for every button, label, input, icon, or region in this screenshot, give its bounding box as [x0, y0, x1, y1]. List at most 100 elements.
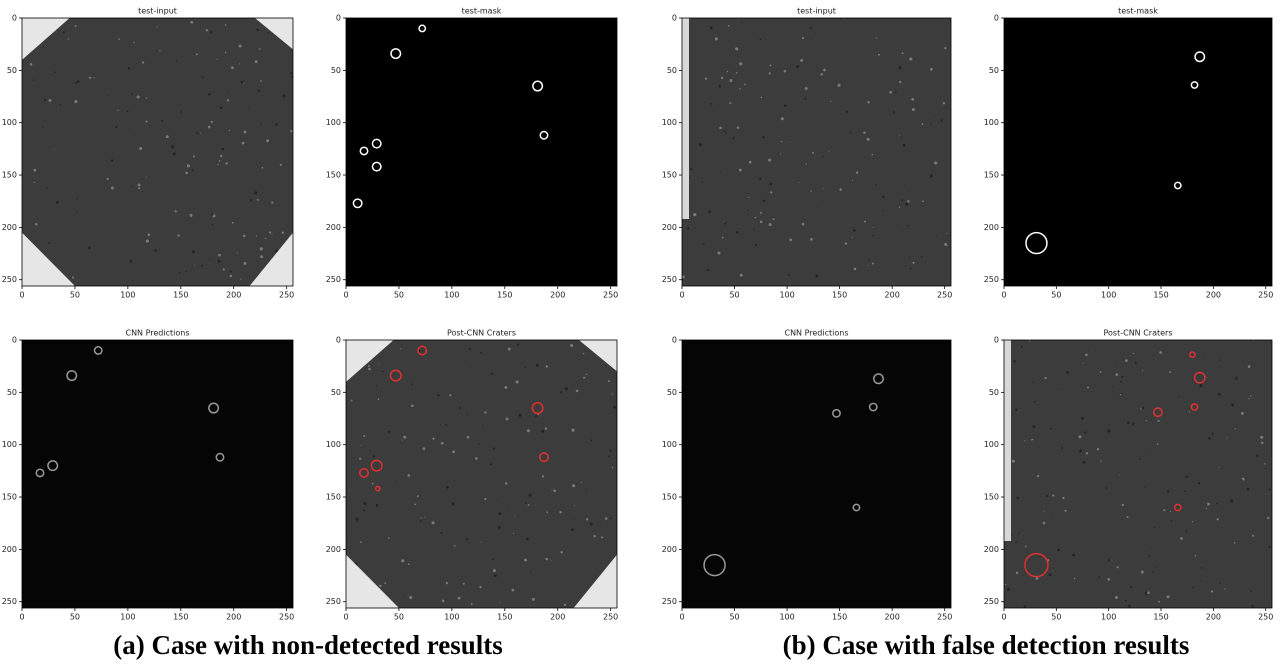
- surface-speckle: [909, 57, 912, 60]
- x-tick-label: 250: [1258, 291, 1273, 300]
- surface-speckle: [529, 494, 532, 497]
- surface-speckle: [187, 164, 190, 167]
- surface-speckle: [815, 33, 816, 34]
- surface-speckle: [379, 363, 380, 364]
- y-tick-label: 200: [984, 545, 999, 554]
- surface-speckle: [922, 200, 924, 202]
- surface-speckle: [1065, 510, 1067, 512]
- y-tick-label: 250: [2, 275, 17, 284]
- surface-speckle: [33, 169, 36, 172]
- surface-speckle: [1072, 554, 1075, 557]
- surface-speckle: [1115, 596, 1118, 599]
- surface-speckle: [244, 262, 247, 265]
- surface-speckle: [739, 62, 742, 65]
- surface-speckle: [1207, 503, 1210, 506]
- surface-speckle: [1269, 546, 1271, 548]
- surface-speckle: [823, 188, 824, 189]
- surface-speckle: [748, 197, 749, 198]
- panel-title: test-input: [797, 7, 836, 16]
- surface-speckle: [185, 172, 188, 175]
- surface-speckle: [171, 145, 174, 148]
- figure: (a) Case with non-detected results (b) C…: [0, 0, 1282, 666]
- surface-speckle: [711, 103, 712, 104]
- surface-speckle: [552, 490, 553, 491]
- surface-speckle: [1184, 490, 1186, 492]
- surface-speckle: [1251, 605, 1253, 607]
- image-background: [346, 340, 617, 608]
- panel-title: Post-CNN Craters: [447, 329, 516, 338]
- surface-speckle: [1046, 495, 1048, 497]
- surface-speckle: [899, 135, 900, 136]
- x-tick-label: 200: [550, 291, 565, 300]
- surface-speckle: [1078, 435, 1081, 438]
- surface-speckle: [271, 234, 272, 235]
- surface-speckle: [63, 31, 65, 33]
- surface-speckle: [454, 545, 456, 547]
- surface-speckle: [493, 447, 495, 449]
- surface-speckle: [1050, 428, 1052, 430]
- x-tick-label: 0: [679, 291, 684, 300]
- surface-speckle: [228, 91, 229, 92]
- surface-speckle: [475, 457, 478, 460]
- x-tick-label: 100: [120, 613, 135, 622]
- surface-speckle: [943, 102, 945, 104]
- surface-speckle: [115, 126, 117, 128]
- surface-speckle: [1167, 595, 1170, 598]
- surface-speckle: [1241, 479, 1243, 481]
- surface-speckle: [1015, 409, 1017, 411]
- surface-speckle: [89, 77, 91, 79]
- surface-speckle: [1031, 439, 1032, 440]
- surface-speckle: [363, 509, 365, 511]
- surface-speckle: [244, 130, 247, 133]
- x-tick-label: 200: [226, 291, 241, 300]
- surface-speckle: [407, 474, 410, 477]
- surface-speckle: [497, 499, 498, 500]
- surface-speckle: [748, 210, 749, 211]
- surface-speckle: [1250, 591, 1252, 593]
- surface-speckle: [452, 450, 455, 453]
- surface-speckle: [176, 61, 177, 62]
- surface-speckle: [196, 53, 198, 55]
- surface-speckle: [239, 63, 240, 64]
- surface-speckle: [470, 366, 471, 367]
- surface-speckle: [784, 70, 786, 72]
- surface-speckle: [423, 447, 426, 450]
- surface-speckle: [493, 569, 496, 572]
- surface-speckle: [118, 38, 120, 40]
- surface-speckle: [266, 139, 269, 142]
- surface-speckle: [1265, 468, 1266, 469]
- surface-speckle: [1018, 533, 1020, 535]
- x-tick-label: 100: [120, 291, 135, 300]
- surface-speckle: [1159, 351, 1162, 354]
- surface-speckle: [482, 425, 483, 426]
- surface-speckle: [173, 152, 176, 155]
- surface-speckle: [267, 32, 269, 34]
- x-tick-label: 0: [1001, 291, 1006, 300]
- surface-speckle: [519, 414, 522, 417]
- y-tick-label: 250: [662, 597, 677, 606]
- surface-speckle: [682, 276, 685, 279]
- surface-speckle: [856, 171, 858, 173]
- surface-speckle: [1216, 503, 1218, 505]
- surface-speckle: [1113, 386, 1114, 387]
- surface-speckle: [1200, 581, 1201, 582]
- surface-speckle: [1087, 386, 1089, 388]
- surface-speckle: [721, 77, 723, 79]
- y-tick-label: 0: [336, 14, 341, 23]
- surface-speckle: [378, 399, 380, 401]
- surface-speckle: [864, 221, 866, 223]
- x-tick-label: 200: [226, 613, 241, 622]
- surface-speckle: [1179, 396, 1180, 397]
- surface-speckle: [1116, 373, 1119, 376]
- panel: [682, 18, 951, 286]
- x-tick-label: 200: [550, 613, 565, 622]
- surface-speckle: [810, 27, 812, 29]
- surface-speckle: [192, 250, 195, 253]
- surface-speckle: [930, 123, 931, 124]
- panel-title: test-mask: [462, 7, 502, 16]
- surface-speckle: [449, 394, 451, 396]
- panel-title: Post-CNN Craters: [1103, 329, 1172, 338]
- surface-speckle: [1057, 549, 1060, 552]
- surface-speckle: [1199, 384, 1202, 387]
- surface-speckle: [532, 598, 535, 601]
